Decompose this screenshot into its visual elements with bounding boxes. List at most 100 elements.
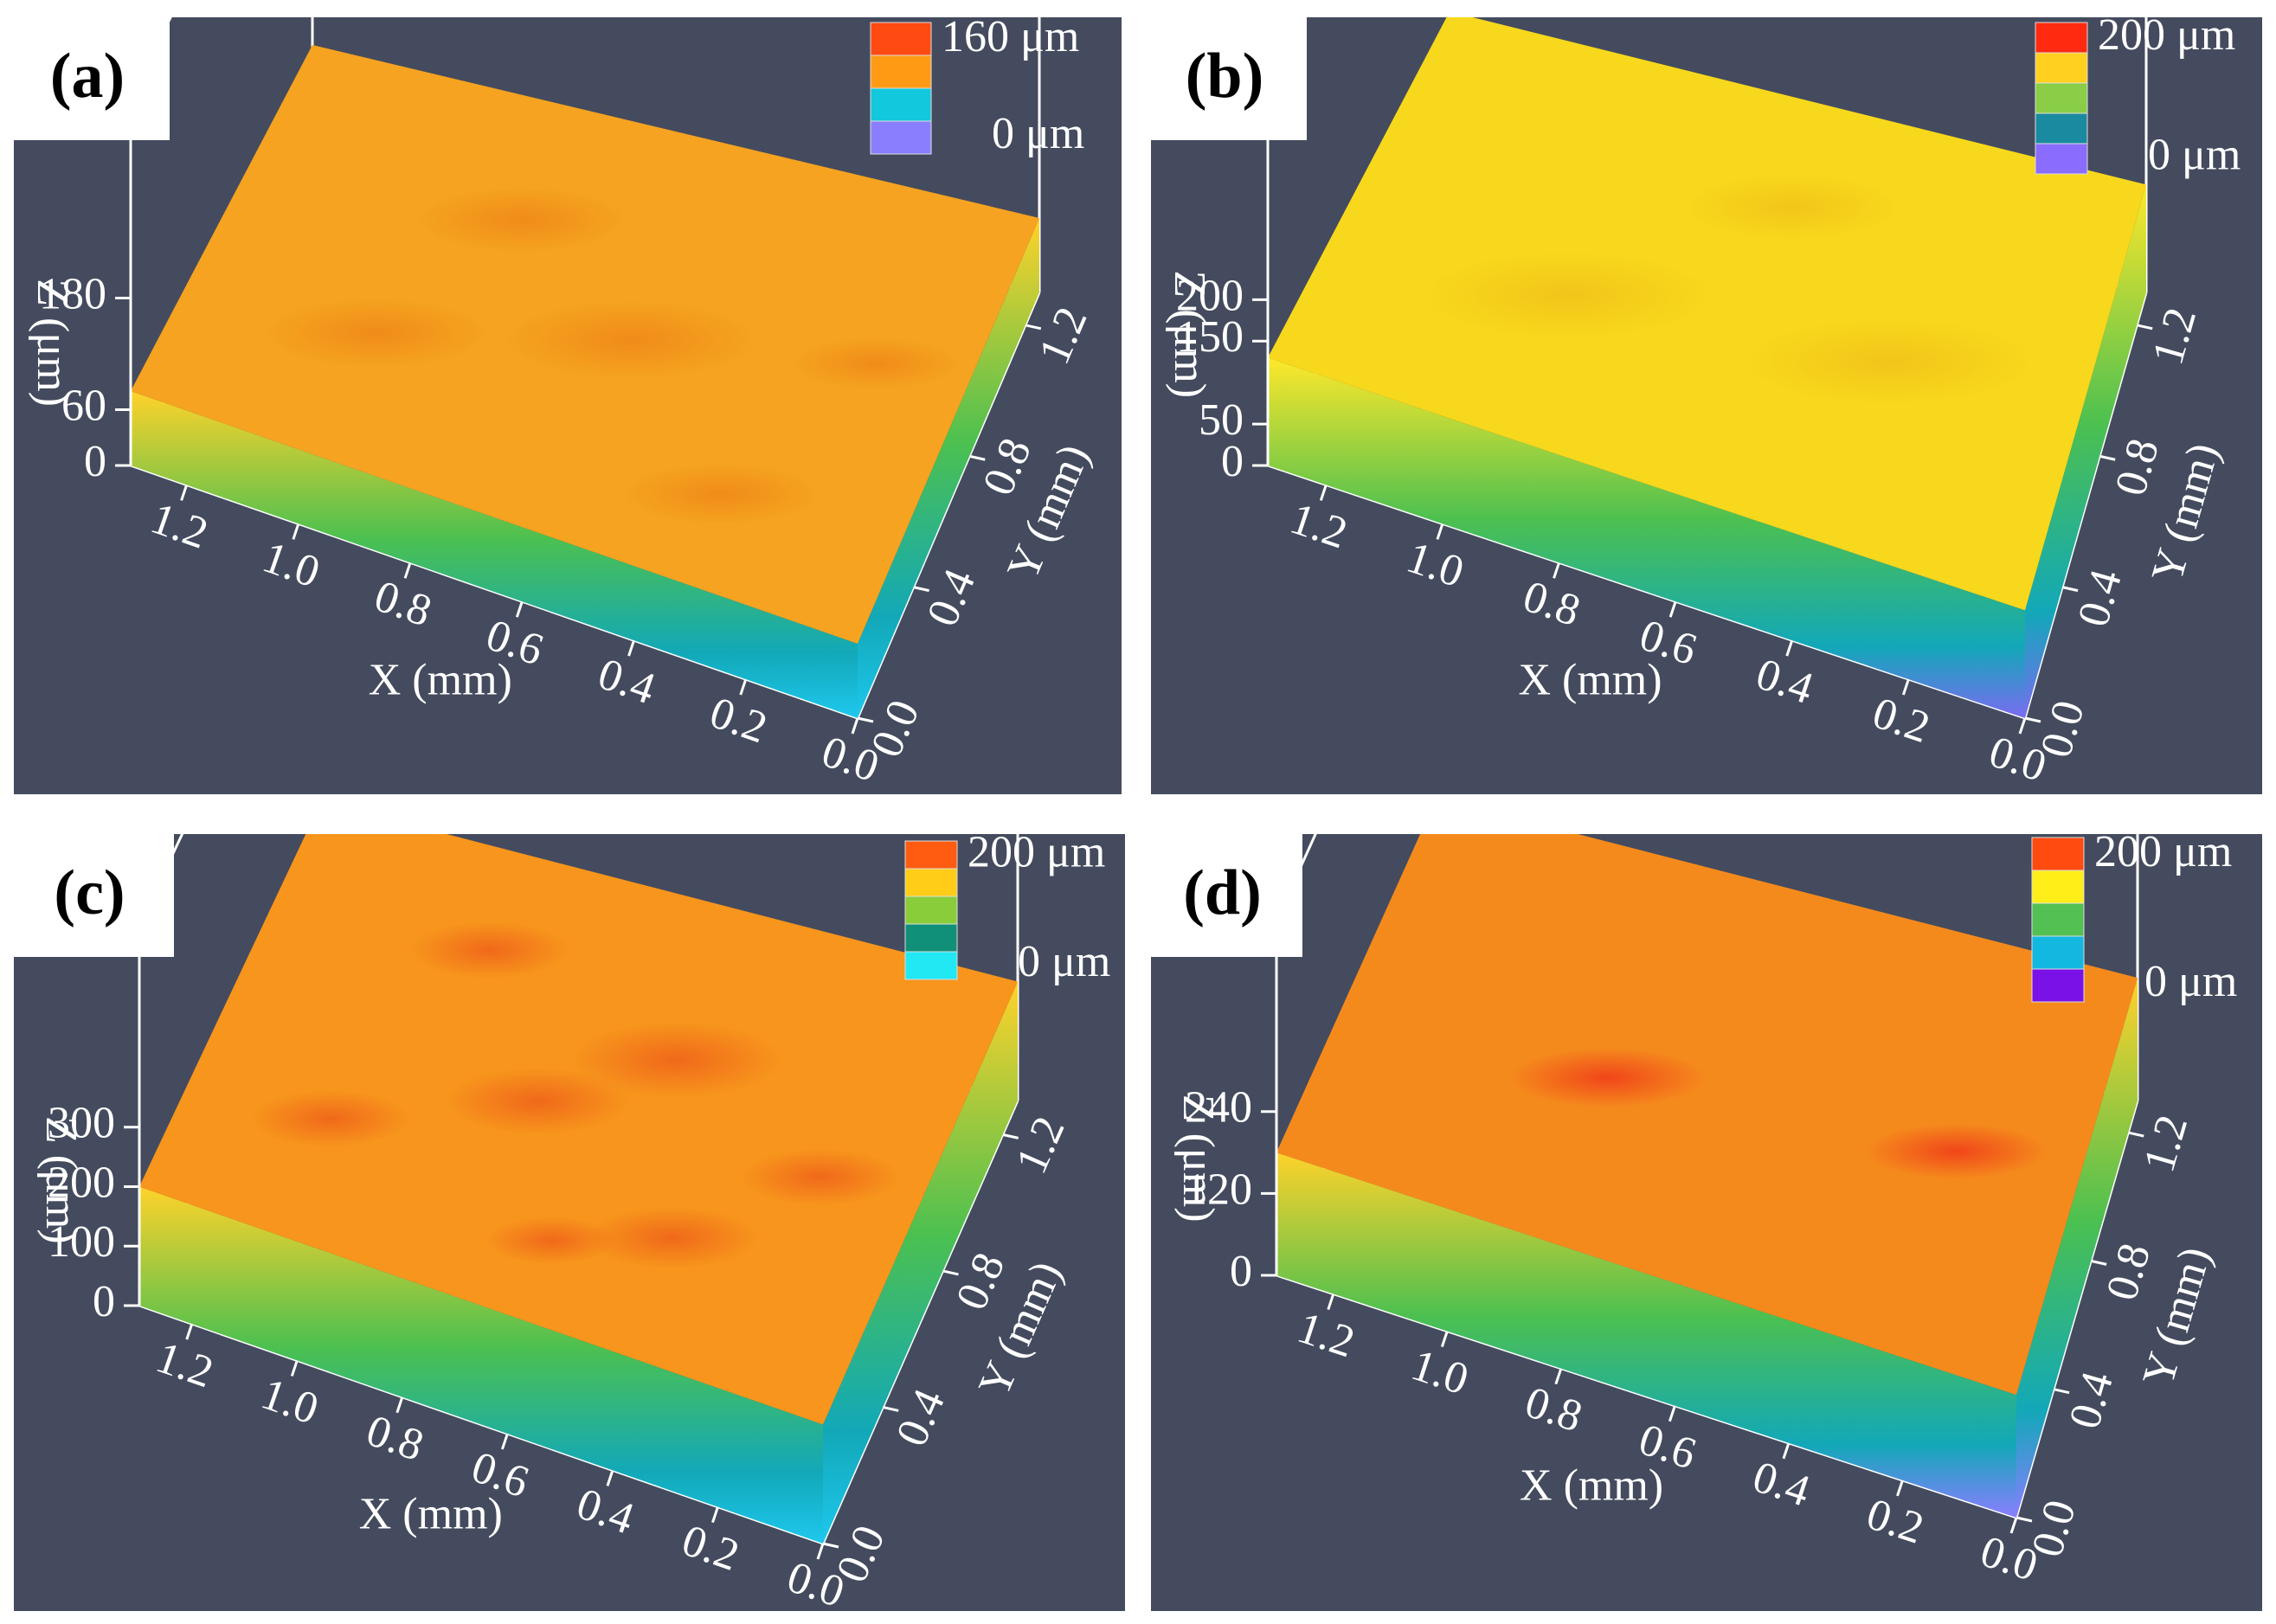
surface-texture-patch: [742, 1149, 899, 1205]
colorbar-swatch: [2031, 837, 2085, 871]
surface-texture-patch: [1745, 318, 2033, 405]
z-tick-label: 200: [1176, 271, 1244, 320]
surface-top: [1268, 17, 2146, 611]
panel-label: (b): [1186, 41, 1263, 112]
colorbar-max-label: 200 μm: [968, 834, 1105, 877]
surface-top: [1276, 834, 2138, 1396]
z-axis-label: Z (μm): [1173, 1094, 1223, 1223]
y-tick-mark: [2053, 1388, 2070, 1395]
x-tick-mark: [2009, 1517, 2018, 1534]
x-tick-mark: [395, 1396, 404, 1414]
x-tick-mark: [1785, 639, 1794, 657]
z-tick-label: 180: [39, 269, 106, 318]
x-tick-mark: [1436, 523, 1444, 540]
surface-texture-patch: [1509, 1047, 1706, 1108]
colorbar-swatch: [870, 87, 932, 122]
x-tick-mark: [816, 1543, 825, 1560]
x-tick-mark: [292, 523, 300, 540]
colorbar-swatch: [2035, 52, 2088, 84]
panel-label-box: [1151, 834, 1302, 957]
surface-texture-patch: [447, 1068, 629, 1134]
surface-plot: 1.21.00.80.60.40.20.0X (mm)0.00.40.81.2Y…: [14, 17, 1122, 794]
x-tick-mark: [739, 678, 748, 696]
surface-texture-patch: [265, 298, 487, 368]
z-tick-label: 0: [1230, 1247, 1252, 1296]
x-tick-mark: [515, 600, 524, 618]
colorbar-swatch: [904, 923, 958, 953]
colorbar-swatch: [2031, 968, 2085, 1003]
x-tick-mark: [1440, 1331, 1449, 1348]
colorbar-swatch: [2031, 935, 2085, 970]
x-tick-mark: [1901, 678, 1910, 696]
surface-plot: 1.21.00.80.60.40.20.0X (mm)0.00.40.81.2Y…: [1151, 834, 2262, 1611]
y-tick-mark: [857, 716, 874, 723]
x-tick-mark: [1554, 1368, 1563, 1385]
surface-front-side: [1276, 1152, 2016, 1518]
colorbar-min-label: 0 μm: [1018, 937, 1110, 986]
z-axis-label: Z (μm): [36, 1116, 86, 1244]
y-tick-mark: [2090, 1259, 2107, 1266]
surface-texture-patch: [1865, 1123, 2048, 1179]
panel-label: (c): [54, 857, 125, 928]
surface-texture-patch: [1683, 175, 1900, 240]
z-tick-label: 0: [93, 1277, 115, 1326]
colorbar-min-label: 0 μm: [992, 109, 1084, 158]
x-tick-mark: [627, 639, 635, 657]
panel-label-box: [14, 834, 174, 957]
colorbar-swatch: [904, 868, 958, 897]
panel-label: (a): [50, 41, 125, 112]
surface-plot: 1.21.00.80.60.40.20.0X (mm)0.00.40.81.2Y…: [1151, 17, 2262, 794]
surface-right-side: [2025, 184, 2146, 718]
surface-front-side: [131, 391, 858, 718]
x-tick-mark: [606, 1469, 614, 1486]
z-tick-label: 50: [1199, 395, 1244, 445]
colorbar-swatch: [904, 951, 958, 980]
surface-texture-patch: [252, 1090, 409, 1147]
z-tick-label: 100: [48, 1217, 115, 1267]
colorbar-swatch: [2035, 112, 2088, 144]
y-tick-mark: [2061, 586, 2079, 593]
x-tick-mark: [851, 717, 859, 735]
surface-texture-patch: [417, 187, 626, 253]
x-tick-mark: [180, 484, 189, 501]
x-tick-mark: [185, 1323, 194, 1340]
x-axis-label: X (mm): [359, 1489, 503, 1538]
surface-front-side: [139, 1186, 823, 1544]
surface-texture-patch: [505, 300, 755, 379]
y-tick-mark: [2024, 716, 2041, 723]
surface-plot: 1.21.00.80.60.40.20.0X (mm)0.00.40.81.2Y…: [14, 834, 1125, 1611]
colorbar-max-label: 160 μm: [942, 17, 1079, 61]
colorbar-swatch: [904, 895, 958, 925]
x-axis-label: X (mm): [369, 656, 512, 705]
z-tick-label: 240: [1185, 1083, 1252, 1133]
surface-texture-patch: [624, 464, 819, 524]
y-tick-mark: [2099, 454, 2116, 461]
x-axis-label: X (mm): [1520, 1461, 1663, 1511]
panel-b: 1.2 1.0 0.8 0.6 0.4 0.2 0.0 X (mm) 0.0 0.4 0.8 1.2 Y…: [1151, 17, 2262, 794]
x-tick-mark: [500, 1433, 509, 1450]
y-tick-mark: [1025, 324, 1042, 331]
colorbar-swatch: [870, 120, 932, 155]
colorbar-swatch: [2031, 870, 2085, 904]
surface-right-side: [823, 981, 1018, 1544]
y-tick-mark: [968, 454, 986, 461]
surface-front-side: [1268, 357, 2025, 718]
surface-texture-patch: [1424, 252, 1712, 338]
x-tick-mark: [1668, 600, 1677, 618]
z-axis-label: Z (μm): [1165, 270, 1214, 398]
x-tick-mark: [711, 1506, 719, 1524]
x-tick-mark: [1668, 1405, 1676, 1422]
y-tick-mark: [1002, 1133, 1019, 1139]
y-tick-mark: [913, 586, 929, 593]
panel-label-box: [1151, 17, 1307, 140]
colorbar-min-label: 0 μm: [2148, 130, 2241, 179]
colorbar-swatch: [870, 55, 932, 89]
colorbar-max-label: 200 μm: [2098, 17, 2235, 60]
y-tick-mark: [822, 1542, 839, 1549]
panel-c: 1.2 1.0 0.8 0.6 0.4 0.2 0.0 X (mm) 0.0 0.4 0.8 1.2 Y…: [14, 834, 1125, 1611]
y-tick-mark: [2136, 324, 2153, 331]
z-tick-label: 300: [48, 1099, 115, 1148]
y-tick-mark: [2016, 1516, 2033, 1523]
colorbar-swatch: [2035, 82, 2088, 114]
surface-right-side: [2016, 978, 2138, 1518]
